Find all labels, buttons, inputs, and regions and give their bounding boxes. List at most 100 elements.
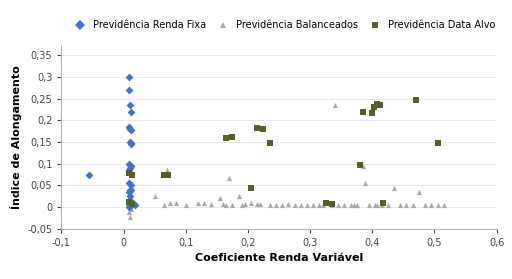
Point	[126, 103, 134, 107]
Point	[126, 215, 134, 219]
Point	[127, 201, 136, 206]
Point	[124, 200, 133, 204]
Point	[127, 110, 135, 114]
Point	[266, 141, 274, 146]
Point	[373, 102, 381, 107]
Point	[318, 203, 327, 207]
Point	[216, 195, 224, 200]
Point	[124, 181, 133, 186]
Point	[347, 203, 355, 207]
Point	[206, 202, 215, 206]
Point	[126, 127, 134, 131]
Point	[238, 203, 246, 207]
Point	[124, 198, 133, 203]
Point	[124, 202, 133, 206]
Point	[328, 203, 336, 207]
Legend: Previdência Renda Fixa, Previdência Balanceados, Previdência Data Alvo: Previdência Renda Fixa, Previdência Bala…	[66, 16, 499, 34]
Point	[228, 203, 237, 207]
Point	[322, 201, 330, 205]
Point	[222, 203, 230, 207]
Point	[377, 203, 386, 207]
Point	[402, 203, 411, 207]
Point	[124, 190, 133, 194]
Point	[127, 201, 135, 205]
Point	[253, 202, 261, 206]
Y-axis label: Índice de Alongamento: Índice de Alongamento	[10, 65, 22, 209]
Point	[396, 203, 404, 207]
Point	[334, 203, 342, 207]
Point	[412, 98, 420, 102]
Point	[127, 187, 135, 192]
Point	[124, 162, 133, 166]
Point	[166, 201, 174, 205]
Point	[124, 125, 133, 129]
Point	[126, 194, 134, 199]
Point	[124, 171, 133, 175]
Point	[127, 164, 135, 168]
Point	[127, 200, 135, 204]
Point	[284, 202, 292, 206]
Point	[384, 203, 392, 207]
Point	[365, 203, 373, 207]
Point	[126, 187, 134, 192]
Point	[127, 172, 136, 177]
Point	[440, 203, 448, 207]
Point	[126, 140, 134, 144]
Point	[409, 203, 417, 207]
Point	[160, 203, 168, 207]
Point	[361, 181, 369, 186]
Point	[124, 200, 133, 204]
Point	[124, 202, 133, 206]
Point	[151, 194, 159, 199]
Point	[219, 202, 227, 206]
Point	[415, 190, 423, 194]
X-axis label: Coeficiente Renda Variável: Coeficiente Renda Variável	[195, 253, 363, 263]
Point	[257, 202, 265, 206]
Point	[371, 203, 379, 207]
Point	[126, 166, 134, 170]
Point	[124, 210, 133, 215]
Point	[296, 203, 305, 207]
Point	[247, 186, 255, 191]
Point	[225, 175, 233, 180]
Point	[373, 203, 381, 207]
Point	[253, 126, 261, 131]
Point	[194, 201, 202, 205]
Point	[353, 203, 361, 207]
Point	[124, 75, 133, 79]
Point	[234, 194, 243, 199]
Point	[126, 194, 134, 199]
Point	[124, 88, 133, 92]
Point	[160, 173, 168, 178]
Point	[127, 207, 135, 211]
Point	[434, 203, 442, 207]
Point	[421, 203, 429, 207]
Point	[303, 203, 311, 207]
Point	[278, 203, 286, 207]
Point	[331, 103, 339, 107]
Point	[129, 201, 137, 205]
Point	[222, 136, 230, 140]
Point	[340, 203, 348, 207]
Point	[164, 173, 173, 178]
Point	[379, 201, 388, 205]
Point	[124, 205, 133, 209]
Point	[247, 201, 255, 205]
Point	[126, 204, 134, 208]
Point	[127, 196, 135, 201]
Point	[241, 202, 249, 206]
Point	[427, 203, 435, 207]
Point	[350, 203, 358, 207]
Point	[182, 203, 190, 207]
Point	[124, 168, 133, 172]
Point	[390, 185, 398, 190]
Point	[163, 168, 171, 172]
Point	[127, 203, 135, 207]
Point	[290, 203, 298, 207]
Point	[173, 201, 181, 205]
Point	[356, 163, 364, 167]
Point	[315, 203, 324, 207]
Point	[124, 196, 133, 201]
Point	[266, 203, 274, 207]
Point	[370, 104, 378, 109]
